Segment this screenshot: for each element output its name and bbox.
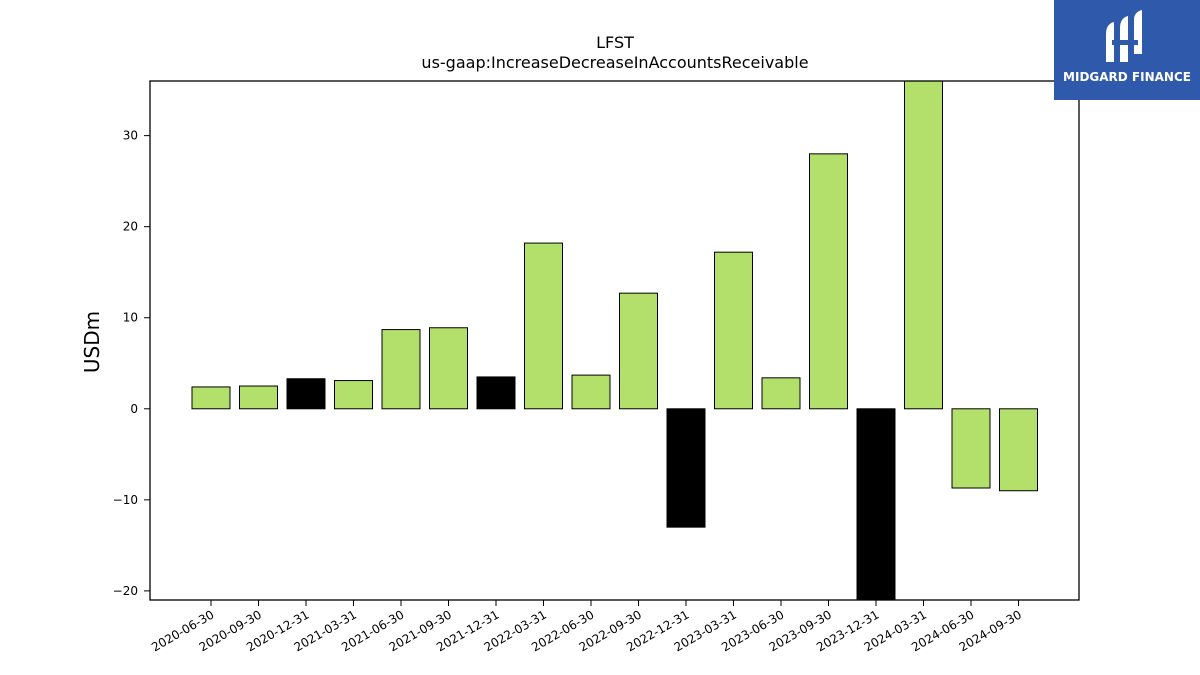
- brand-logo: MIDGARD FINANCE: [1054, 0, 1200, 100]
- bar-2023-09-30: [809, 153, 848, 410]
- bar-2024-03-31: [904, 80, 943, 410]
- logo-text: MIDGARD FINANCE: [1063, 70, 1191, 84]
- bar-2021-06-30: [381, 329, 421, 410]
- y-tick-label: −20: [113, 584, 138, 598]
- chart-subtitle: us-gaap:IncreaseDecreaseInAccountsReceiv…: [421, 53, 808, 72]
- y-axis: −20 −10 0 10 20 30: [113, 129, 150, 598]
- y-tick-label: 10: [123, 311, 138, 325]
- plot-frame: [149, 80, 1080, 601]
- bars-group: [191, 80, 1038, 601]
- midgard-logo-icon: [1106, 10, 1142, 62]
- bar-2024-06-30: [951, 408, 991, 489]
- y-tick-label: 0: [130, 402, 138, 416]
- bar-2023-12-31: [856, 408, 896, 601]
- y-tick-label: 20: [123, 220, 138, 234]
- bar-2023-06-30: [761, 377, 801, 410]
- bar-2022-09-30: [619, 292, 658, 410]
- bar-2022-12-31: [666, 408, 706, 528]
- y-tick-label: 30: [123, 129, 138, 143]
- bar-2020-09-30: [239, 385, 278, 410]
- bar-2020-06-30: [191, 386, 231, 410]
- bar-2021-03-31: [334, 380, 373, 410]
- bar-2020-12-31: [286, 378, 326, 410]
- y-axis-label: USDm: [80, 311, 104, 373]
- bar-2021-09-30: [429, 327, 468, 410]
- y-tick-label: −10: [113, 493, 138, 507]
- bar-2023-03-31: [714, 251, 753, 410]
- bar-2022-03-31: [524, 242, 563, 410]
- x-axis: 2020-06-302020-09-302020-12-312021-03-31…: [149, 600, 1024, 654]
- bar-2021-12-31: [476, 376, 516, 410]
- bar-2022-06-30: [571, 374, 611, 410]
- bar-2024-09-30: [999, 408, 1038, 492]
- chart-title: LFST: [596, 33, 634, 52]
